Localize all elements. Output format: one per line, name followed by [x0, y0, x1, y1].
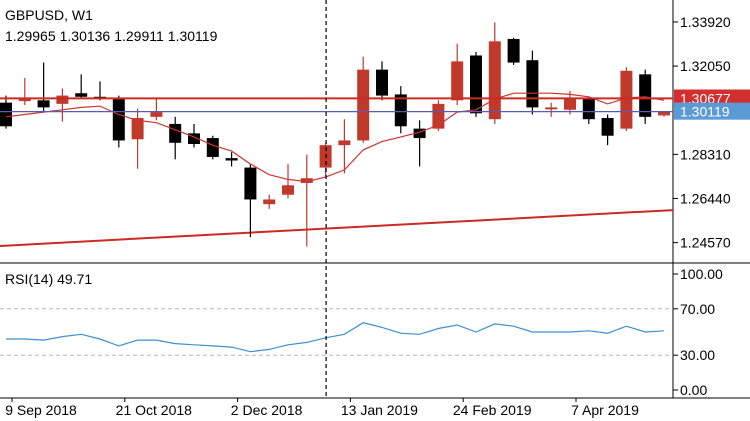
- candle-body: [526, 60, 539, 108]
- candle-body: [282, 185, 294, 195]
- candle-body: [112, 99, 125, 141]
- candle-body: [413, 128, 426, 139]
- rsi-axis: 100.00 70.00 30.00 0.00: [673, 266, 723, 398]
- rsi-tick-label: 0.00: [680, 382, 707, 398]
- price-badge-label: 1.30677: [680, 90, 731, 106]
- candle-body: [131, 118, 144, 140]
- candle-body: [300, 178, 313, 183]
- panel-frame: [0, 0, 750, 399]
- ohlc-low: 1.29911: [114, 28, 164, 44]
- price-tick-label: 1.32050: [680, 58, 731, 74]
- candle-body: [244, 167, 257, 200]
- price-tick-label: 1.26440: [680, 191, 731, 207]
- ohlc-high: 1.30136: [59, 28, 111, 44]
- symbol-timeframe-label: GBPUSD, W1: [5, 7, 93, 23]
- time-tick-label: 7 Apr 2019: [571, 402, 639, 418]
- candle-body: [357, 69, 370, 141]
- ohlc-open: 1.29965: [5, 28, 56, 44]
- rsi-series-group: [6, 322, 665, 353]
- candle-body: [601, 118, 614, 136]
- trendline: [0, 209, 674, 247]
- candle-body: [150, 112, 163, 117]
- price-tick-label: 1.33920: [680, 14, 731, 30]
- price-badge-red: [674, 89, 750, 107]
- candle-body: [225, 158, 238, 161]
- candle-body: [0, 102, 12, 127]
- time-tick-label: 9 Sep 2018: [5, 402, 77, 418]
- candle-body: [620, 70, 633, 129]
- rsi-line: [6, 322, 665, 353]
- price-badge-blue: [674, 102, 750, 120]
- ohlc-readout: 1.29965 1.30136 1.29911 1.30119: [5, 28, 221, 44]
- rsi-tick-label: 30.00: [680, 347, 715, 363]
- candle-body: [470, 55, 482, 114]
- time-tick-label: 13 Jan 2019: [341, 402, 418, 418]
- candle-body: [545, 107, 558, 110]
- candle-body: [394, 94, 407, 127]
- price-badge-label: 1.30119: [680, 104, 730, 120]
- rsi-tick-label: 100.00: [680, 266, 723, 282]
- candle-body: [658, 111, 670, 116]
- moving-average-group: [5, 92, 665, 183]
- candle-body: [37, 100, 50, 108]
- candle-body: [338, 140, 351, 146]
- candle-body: [639, 74, 652, 117]
- candle-body: [488, 41, 501, 120]
- candle-body: [451, 61, 464, 101]
- candle-body: [206, 138, 219, 157]
- trendline-group: [0, 209, 674, 247]
- price-axis: 1.33920 1.32050 1.28310 1.26440 1.24570: [673, 14, 731, 251]
- time-axis: 9 Sep 2018 21 Oct 2018 2 Dec 2018 13 Jan 20…: [5, 398, 639, 418]
- price-tick-label: 1.24570: [680, 235, 731, 251]
- price-lines-group: [0, 97, 673, 113]
- rsi-label: RSI(14) 49.71: [5, 271, 93, 287]
- price-tick-label: 1.28310: [680, 146, 731, 162]
- rsi-tick-label: 70.00: [680, 301, 715, 317]
- rsi-level-lines: [0, 308, 673, 356]
- time-tick-label: 2 Dec 2018: [231, 402, 303, 418]
- candles-group: [0, 22, 670, 247]
- candle-body: [75, 93, 88, 97]
- ohlc-close: 1.30119: [167, 28, 218, 44]
- candle-body: [188, 133, 200, 144]
- candle-body: [263, 199, 276, 205]
- candle-body: [564, 97, 576, 110]
- moving-average-line: [5, 92, 665, 183]
- candle-body: [56, 95, 69, 104]
- candle-body: [507, 38, 520, 63]
- candle-body: [169, 123, 182, 143]
- candle-body: [376, 69, 388, 96]
- candle-body: [18, 99, 31, 102]
- time-tick-label: 21 Oct 2018: [116, 402, 192, 418]
- candle-body: [582, 99, 595, 120]
- time-tick-label: 24 Feb 2019: [453, 402, 532, 418]
